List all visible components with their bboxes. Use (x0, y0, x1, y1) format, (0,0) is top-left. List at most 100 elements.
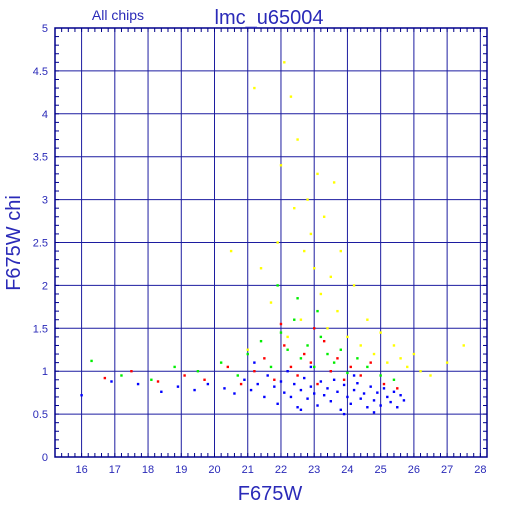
data-point (396, 406, 399, 409)
data-point (296, 297, 299, 300)
data-point (306, 344, 309, 347)
data-points (80, 61, 465, 416)
data-point (372, 399, 376, 402)
data-point (259, 267, 263, 270)
data-point (296, 406, 299, 409)
data-point (239, 382, 243, 386)
data-point (229, 249, 233, 253)
y-tick-label: 0.5 (33, 409, 48, 421)
y-tick-label: 1 (42, 366, 48, 378)
data-point (303, 352, 306, 356)
x-tick-label: 25 (375, 464, 387, 476)
data-point (249, 388, 253, 392)
data-point (336, 390, 339, 393)
data-point (243, 378, 246, 381)
data-point (319, 292, 323, 296)
data-point (253, 370, 256, 373)
data-point (402, 399, 406, 402)
data-point (246, 352, 249, 356)
data-point (313, 365, 316, 369)
data-point (369, 385, 372, 388)
y-tick-label: 3 (42, 195, 48, 207)
data-point (319, 335, 323, 339)
data-point (269, 365, 273, 369)
data-point (356, 382, 359, 385)
data-point (382, 382, 386, 386)
data-point (336, 309, 339, 313)
data-point (110, 380, 113, 383)
x-tick-label: 16 (75, 464, 87, 476)
data-point (412, 352, 416, 356)
x-tick-label: 28 (474, 464, 486, 476)
data-point (150, 378, 153, 381)
data-point (293, 382, 296, 386)
data-point (326, 327, 329, 330)
data-point (286, 348, 289, 351)
data-point (276, 241, 279, 244)
y-tick-label: 2 (42, 280, 48, 292)
data-point (206, 382, 210, 386)
data-point (366, 365, 369, 369)
x-tick-label: 21 (242, 464, 254, 476)
x-tick-label: 22 (275, 464, 287, 476)
data-point (372, 411, 376, 414)
data-point (293, 206, 296, 210)
data-point (286, 370, 289, 373)
tick-labels: 16 17 18 19 20 21 22 23 24 25 26 27 28 0 0.5 1 1.5 2 2.5 3 3… (33, 23, 487, 476)
data-point (346, 371, 349, 375)
data-point (286, 335, 289, 339)
data-point (296, 138, 299, 141)
data-point (342, 378, 346, 381)
x-tick-label: 24 (341, 464, 353, 476)
data-point (256, 382, 259, 386)
data-point (103, 376, 107, 380)
data-point (266, 374, 269, 377)
data-point (309, 361, 313, 364)
data-point (269, 301, 273, 304)
data-point (352, 284, 356, 287)
data-point (299, 357, 303, 360)
data-point (326, 352, 329, 356)
data-point (279, 164, 283, 167)
x-tick-label: 17 (109, 464, 121, 476)
x-tick-label: 26 (408, 464, 420, 476)
data-point (160, 390, 163, 393)
data-point (176, 385, 180, 388)
x-tick-label: 18 (142, 464, 154, 476)
data-point (319, 380, 323, 383)
chart-title: lmc_u65004 (215, 7, 324, 29)
data-point (389, 400, 392, 404)
data-point (226, 365, 229, 369)
data-point (173, 365, 176, 369)
data-point (429, 374, 432, 377)
data-point (303, 249, 306, 253)
data-point (313, 327, 316, 330)
data-point (322, 394, 326, 397)
data-point (386, 395, 389, 399)
data-point (313, 267, 316, 270)
data-point (372, 352, 376, 356)
data-point (346, 335, 349, 339)
data-point (80, 394, 83, 397)
data-point (322, 339, 326, 343)
data-point (276, 402, 279, 406)
data-point (349, 402, 352, 406)
data-point (369, 361, 372, 364)
x-tick-label: 19 (175, 464, 187, 476)
data-point (332, 181, 336, 184)
data-point (273, 378, 276, 381)
data-point (263, 395, 266, 399)
data-point (156, 380, 160, 383)
data-point (329, 275, 333, 279)
data-point (313, 392, 316, 395)
data-point (419, 370, 422, 373)
data-point (326, 387, 329, 390)
axes (54, 27, 488, 458)
data-point (299, 318, 303, 321)
data-point (392, 344, 396, 347)
data-point (289, 95, 293, 98)
data-point (352, 388, 356, 392)
data-point (309, 385, 313, 388)
